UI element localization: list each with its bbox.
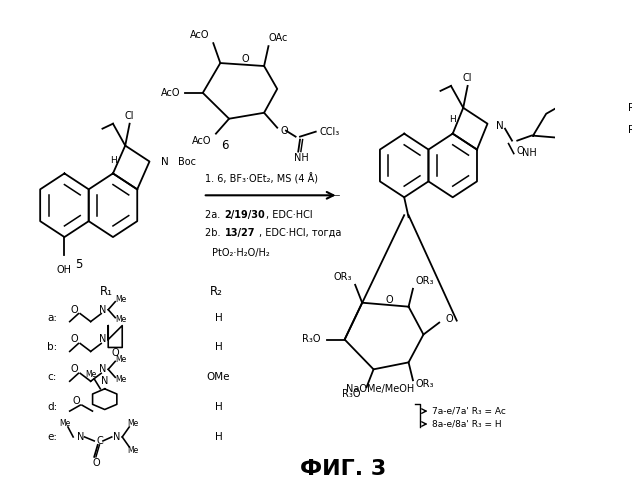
Text: Boc: Boc xyxy=(178,158,195,168)
Text: N: N xyxy=(496,120,504,130)
Text: R₃O: R₃O xyxy=(342,389,360,399)
Text: a:: a: xyxy=(47,312,57,322)
Text: c:: c: xyxy=(47,372,56,382)
Text: R₃O: R₃O xyxy=(301,334,320,344)
Text: C: C xyxy=(96,436,103,446)
Text: R₂: R₂ xyxy=(209,286,222,298)
Text: 8a-e/8a' R₃ = H: 8a-e/8a' R₃ = H xyxy=(432,420,502,428)
Text: N: N xyxy=(99,334,107,344)
Text: N: N xyxy=(99,364,107,374)
Text: O: O xyxy=(70,304,78,314)
Text: N: N xyxy=(113,432,121,442)
Text: Me: Me xyxy=(115,315,126,324)
Text: CCl₃: CCl₃ xyxy=(319,126,339,136)
Text: O: O xyxy=(70,334,78,344)
Text: 5: 5 xyxy=(75,258,82,272)
Text: ФИГ. 3: ФИГ. 3 xyxy=(300,459,386,479)
Text: OMe: OMe xyxy=(207,372,230,382)
Text: N: N xyxy=(99,304,107,314)
Text: PtO₂·H₂O/H₂: PtO₂·H₂O/H₂ xyxy=(212,248,269,258)
Text: Me: Me xyxy=(115,355,126,364)
Text: NH: NH xyxy=(522,148,537,158)
Text: AcO: AcO xyxy=(161,88,181,98)
Text: 6: 6 xyxy=(221,139,228,152)
Text: NaOMe/MeOH: NaOMe/MeOH xyxy=(346,384,414,394)
Text: Cl: Cl xyxy=(463,73,472,83)
Text: AcO: AcO xyxy=(192,136,212,145)
Text: OR₃: OR₃ xyxy=(333,272,351,282)
Text: , EDC·HCl, тогда: , EDC·HCl, тогда xyxy=(259,228,341,238)
Text: Me: Me xyxy=(59,418,70,428)
Text: d:: d: xyxy=(47,402,57,412)
Text: O: O xyxy=(386,294,393,304)
Text: Me: Me xyxy=(127,418,138,428)
Text: OAc: OAc xyxy=(269,33,288,43)
Text: H: H xyxy=(215,312,222,322)
Text: AcO: AcO xyxy=(190,30,210,40)
Text: Me: Me xyxy=(85,370,96,380)
Text: Me: Me xyxy=(115,375,126,384)
Text: O: O xyxy=(111,348,119,358)
Text: O: O xyxy=(516,146,524,156)
Text: OH: OH xyxy=(57,265,72,275)
Text: R₁: R₁ xyxy=(628,103,632,113)
Text: R₂: R₂ xyxy=(628,124,632,134)
Text: 1. 6, BF₃·OEt₂, MS (4 Å): 1. 6, BF₃·OEt₂, MS (4 Å) xyxy=(205,172,317,184)
Text: O: O xyxy=(446,314,454,324)
Text: O: O xyxy=(70,364,78,374)
Text: b:: b: xyxy=(47,342,57,352)
Text: R₁: R₁ xyxy=(100,286,113,298)
Text: , EDC·HCl: , EDC·HCl xyxy=(266,210,312,220)
Text: NH: NH xyxy=(295,152,309,162)
Text: H: H xyxy=(449,114,456,124)
Text: 2/19/30: 2/19/30 xyxy=(225,210,265,220)
Text: H: H xyxy=(215,342,222,352)
Text: OR₃: OR₃ xyxy=(416,379,434,389)
Text: O: O xyxy=(92,458,100,468)
Text: H: H xyxy=(215,432,222,442)
Text: Me: Me xyxy=(127,446,138,456)
Text: 2a.: 2a. xyxy=(205,210,223,220)
Text: Cl: Cl xyxy=(125,111,135,120)
Text: Me: Me xyxy=(115,295,126,304)
Text: OR₃: OR₃ xyxy=(416,276,434,286)
Text: e:: e: xyxy=(47,432,57,442)
Text: O: O xyxy=(281,126,288,136)
Text: N: N xyxy=(161,158,169,168)
Text: N: N xyxy=(101,376,109,386)
Text: O: O xyxy=(241,54,248,64)
Text: 2b.: 2b. xyxy=(205,228,223,238)
Text: O: O xyxy=(73,396,80,406)
Text: 13/27: 13/27 xyxy=(225,228,255,238)
Text: H: H xyxy=(111,156,117,166)
Text: H: H xyxy=(215,402,222,412)
Text: N: N xyxy=(76,432,84,442)
Text: 7a-e/7a' R₃ = Ac: 7a-e/7a' R₃ = Ac xyxy=(432,406,506,416)
